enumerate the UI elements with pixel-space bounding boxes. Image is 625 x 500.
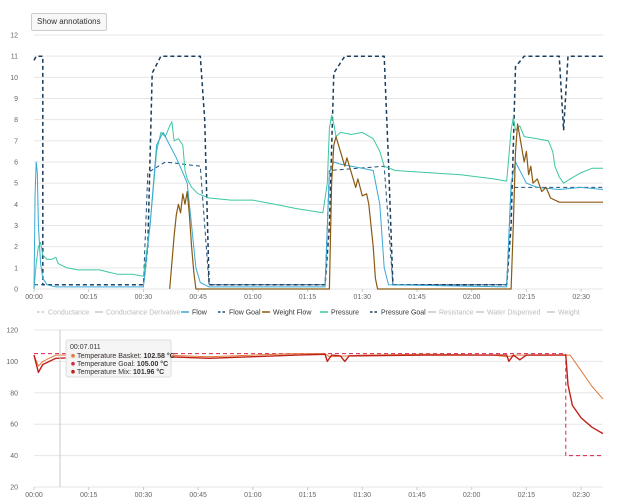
x-tick-label: 02:30	[572, 294, 590, 301]
legend-item-pressure-goal[interactable]: Pressure Goal	[370, 310, 426, 317]
y-tick-label: 1	[14, 265, 18, 272]
x-tick-label: 00:30	[135, 294, 153, 301]
x-tick-label: 00:15	[80, 294, 98, 301]
series-line-pressure-goal	[33, 55, 603, 286]
tooltip-row: Temperature Basket: 102.58 °C	[77, 352, 175, 360]
legend-item-conductance-derivative[interactable]: Conductance Derivative	[95, 310, 180, 317]
x-tick-label: 01:30	[354, 294, 372, 301]
legend-item-weight-flow[interactable]: Weight Flow	[262, 310, 312, 317]
show-annotations-button[interactable]: Show annotations	[31, 13, 107, 31]
legend-item-water-dispensed[interactable]: Water Dispensed	[476, 310, 541, 317]
x-tick-label: 02:15	[518, 294, 536, 301]
legend-label: Flow Goal	[229, 310, 261, 317]
x-tick-label: 00:00	[25, 492, 43, 499]
x-tick-label: 01:15	[299, 492, 317, 499]
x-tick-label: 01:45	[408, 294, 426, 301]
y-tick-label: 6	[14, 160, 18, 167]
series-line-weight-flow	[169, 123, 603, 290]
legend: Conductance Conductance Derivative Flow Flo…	[37, 310, 580, 317]
x-tick-label: 01:30	[354, 492, 372, 499]
legend-item-weight[interactable]: Weight	[547, 310, 580, 317]
x-tick-label: 00:00	[25, 294, 43, 301]
y-tick-label: 10	[10, 75, 18, 82]
y-tick-label: 0	[14, 287, 18, 294]
legend-label: Weight	[558, 310, 580, 317]
y-tick-label: 5	[14, 181, 18, 188]
y-tick-label: 60	[10, 422, 18, 429]
legend-label: Conductance Derivative	[106, 310, 180, 317]
x-tick-label: 02:30	[572, 492, 590, 499]
legend-item-flow-goal[interactable]: Flow Goal	[218, 310, 261, 317]
series-line-flow	[33, 131, 604, 290]
legend-label: Weight Flow	[273, 310, 312, 317]
x-tick-label: 00:15	[80, 492, 98, 499]
y-tick-label: 9	[14, 96, 18, 103]
y-tick-label: 100	[6, 359, 18, 366]
x-tick-label: 00:30	[135, 492, 153, 499]
y-tick-label: 40	[10, 453, 18, 460]
x-tick-label: 00:45	[189, 492, 207, 499]
y-tick-label: 3	[14, 223, 18, 230]
tooltip-time: 00:07.011	[70, 344, 101, 351]
y-tick-label: 2	[14, 244, 18, 251]
legend-label: Pressure	[331, 310, 359, 317]
legend-item-pressure[interactable]: Pressure	[320, 310, 359, 317]
x-tick-label: 01:45	[408, 492, 426, 499]
y-tick-label: 12	[10, 33, 18, 40]
y-tick-label: 7	[14, 138, 18, 145]
legend-item-flow[interactable]: Flow	[181, 310, 208, 317]
x-tick-label: 02:00	[463, 294, 481, 301]
x-tick-label: 01:00	[244, 492, 262, 499]
legend-label: Conductance	[48, 310, 89, 317]
tooltip-dot	[71, 361, 75, 366]
tooltip-dot	[71, 353, 75, 358]
series-line-pressure	[33, 114, 603, 290]
tooltip-box	[65, 339, 172, 378]
legend-item-conductance[interactable]: Conductance	[37, 310, 89, 317]
series-line-flow-goal	[34, 161, 603, 286]
legend-label: Pressure Goal	[381, 310, 426, 317]
x-tick-label: 02:15	[518, 492, 536, 499]
legend-label: Water Dispensed	[487, 310, 541, 317]
x-tick-label: 02:00	[463, 492, 481, 499]
tooltip-row: Temperature Mix: 101.96 °C	[77, 368, 164, 376]
y-tick-label: 80	[10, 390, 18, 397]
bottom-chart: 20 40 60 80 100 120 00:00 00:15 00:30 00:45 01:00 0…	[6, 328, 604, 499]
series-line-temperature-goal	[34, 353, 603, 457]
legend-label: Resistance	[439, 310, 474, 317]
x-tick-label: 01:00	[244, 294, 262, 301]
y-tick-label: 4	[14, 202, 18, 209]
y-tick-label: 11	[11, 54, 18, 61]
tooltip-row: Temperature Goal: 105.00 °C	[77, 360, 168, 368]
y-tick-label: 8	[14, 117, 18, 124]
legend-label: Flow	[192, 310, 208, 317]
y-tick-label: 120	[6, 328, 18, 335]
y-tick-label: 20	[10, 485, 18, 492]
x-tick-label: 01:15	[299, 294, 317, 301]
tooltip-dot	[71, 369, 75, 374]
x-tick-label: 00:45	[189, 294, 207, 301]
legend-item-resistance[interactable]: Resistance	[428, 310, 474, 317]
